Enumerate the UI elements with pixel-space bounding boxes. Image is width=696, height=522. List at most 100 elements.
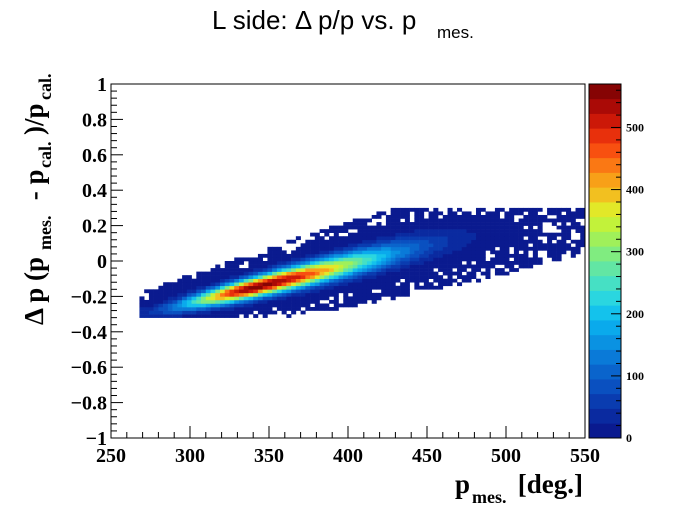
heatmap-bin [395, 243, 401, 248]
heatmap-bin [366, 257, 372, 262]
heatmap-bin [257, 282, 263, 287]
heatmap-bin [471, 225, 477, 230]
heatmap-bin [196, 278, 202, 283]
heatmap-bin [442, 239, 448, 244]
heatmap-bin [201, 275, 207, 279]
heatmap-bin [324, 232, 330, 237]
heatmap-bin [291, 303, 297, 308]
heatmap-bin [234, 296, 240, 301]
heatmap-bin [390, 264, 396, 269]
heatmap-bin [566, 229, 572, 233]
heatmap-bin [442, 232, 448, 237]
heatmap-bin [201, 289, 207, 294]
heatmap-bin [414, 282, 420, 287]
heatmap-bin [205, 303, 211, 308]
heatmap-bin [523, 261, 529, 265]
heatmap-bin [580, 214, 586, 219]
palette-swatch [589, 423, 621, 439]
heatmap-bin [338, 243, 344, 248]
heatmap-bin [310, 282, 316, 287]
heatmap-bin [547, 232, 553, 237]
heatmap-bin [348, 268, 354, 272]
heatmap-bin [267, 285, 273, 290]
heatmap-bin [433, 271, 439, 276]
heatmap-bin [480, 246, 486, 251]
heatmap-bin [186, 299, 192, 304]
heatmap-bin [139, 310, 145, 315]
heatmap-bin [291, 292, 297, 297]
heatmap-bin [144, 314, 150, 318]
heatmap-bin [457, 214, 463, 219]
heatmap-bin [262, 292, 268, 297]
heatmap-bin [381, 278, 387, 283]
heatmap-bin [267, 253, 273, 258]
heatmap-bin [182, 296, 188, 301]
heatmap-bin [310, 289, 316, 294]
heatmap-bin [305, 246, 311, 251]
heatmap-bin [352, 243, 358, 248]
heatmap-bin [414, 232, 420, 237]
heatmap-bin [438, 236, 444, 241]
heatmap-bin [494, 261, 500, 265]
heatmap-bin [186, 314, 192, 318]
heatmap-bin [556, 257, 562, 262]
heatmap-bin [452, 211, 458, 216]
heatmap-bin [395, 239, 401, 244]
heatmap-bin [504, 239, 510, 244]
heatmap-bin [475, 222, 482, 226]
heatmap-bin [248, 271, 254, 276]
heatmap-bin [504, 225, 510, 230]
heatmap-bin [400, 236, 406, 241]
heatmap-bin [433, 250, 439, 255]
heatmap-bin [329, 289, 335, 294]
heatmap-bin [281, 282, 287, 287]
heatmap-bin [518, 218, 524, 223]
heatmap-bin [547, 207, 553, 212]
heatmap-bin [253, 289, 259, 294]
heatmap-bin [314, 278, 320, 283]
heatmap-bin [381, 225, 387, 230]
heatmap-bin [310, 253, 316, 258]
heatmap-bin [509, 218, 515, 223]
heatmap-bin [357, 296, 363, 301]
heatmap-bin [343, 268, 349, 272]
heatmap-bin [428, 285, 434, 290]
heatmap-bin [433, 225, 439, 230]
heatmap-bin [471, 246, 477, 251]
heatmap-bin [409, 257, 415, 262]
heatmap-bin [513, 211, 519, 216]
heatmap-bin [329, 307, 335, 311]
heatmap-bin [471, 257, 477, 262]
heatmap-bin [461, 232, 467, 237]
heatmap-bin [556, 239, 562, 244]
heatmap-bin [201, 299, 207, 304]
heatmap-bin [286, 275, 292, 279]
heatmap-bin [295, 296, 301, 301]
heatmap-bin [196, 314, 202, 318]
heatmap-bin [376, 285, 382, 290]
heatmap-bin [457, 207, 463, 212]
heatmap-bin [186, 310, 192, 315]
heatmap-bin [338, 275, 344, 279]
heatmap-bin [423, 271, 429, 276]
heatmap-bin [201, 292, 207, 297]
heatmap-bin [253, 296, 259, 301]
heatmap-bin [343, 239, 349, 244]
heatmap-bin [224, 310, 230, 315]
heatmap-bin [485, 239, 491, 244]
heatmap-bin [371, 264, 377, 269]
heatmap-bin [376, 236, 382, 241]
heatmap-bin [537, 261, 543, 265]
heatmap-bin [485, 261, 491, 265]
heatmap-bin [300, 285, 306, 290]
heatmap-bin [475, 218, 482, 223]
heatmap-bin [518, 253, 524, 258]
heatmap-bin [234, 261, 240, 265]
palette-swatch [589, 261, 621, 277]
heatmap-bin [528, 222, 534, 226]
heatmap-bin [319, 236, 325, 241]
heatmap-bin [447, 257, 453, 262]
heatmap-bin [177, 282, 183, 287]
heatmap-bin [509, 236, 515, 241]
heatmap-bin [182, 282, 188, 287]
